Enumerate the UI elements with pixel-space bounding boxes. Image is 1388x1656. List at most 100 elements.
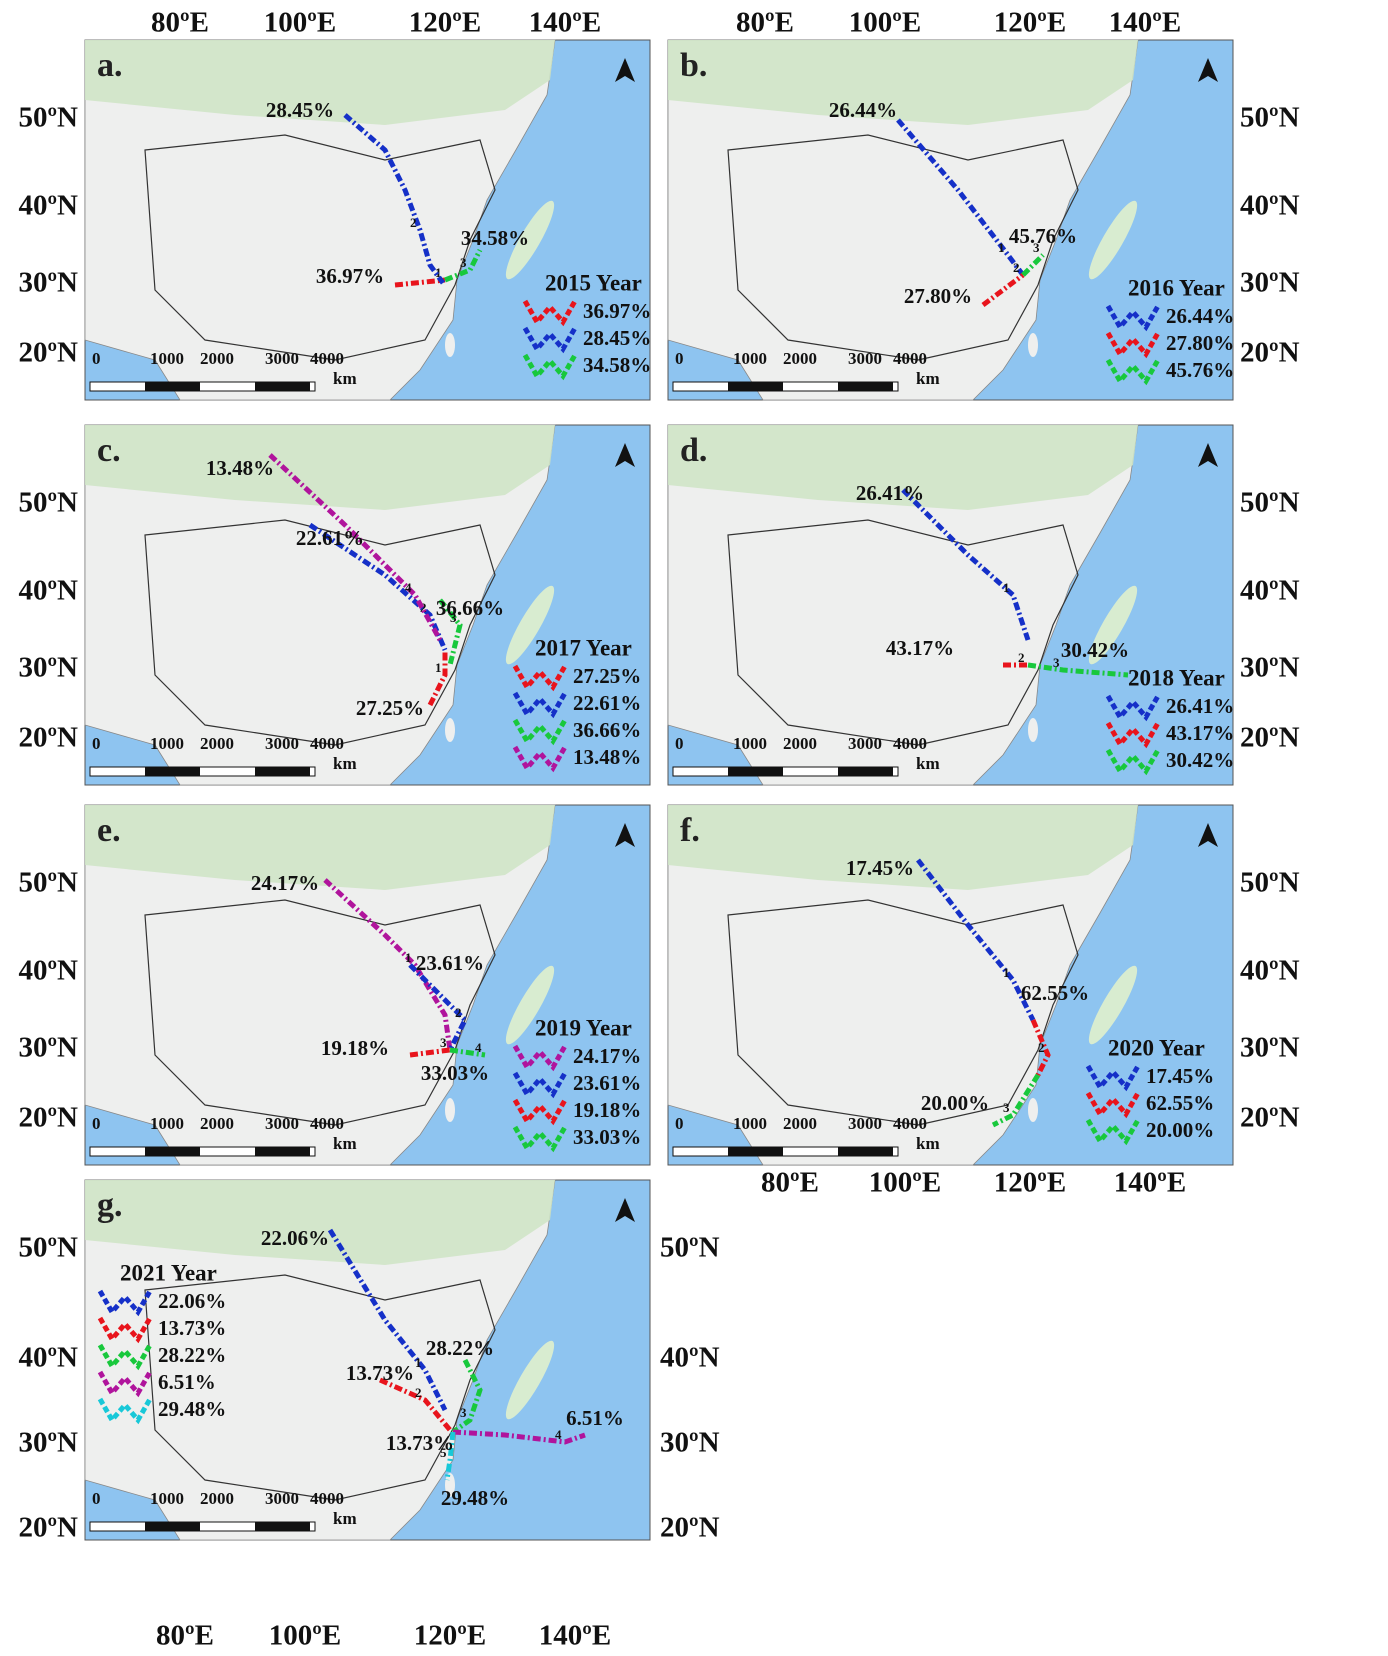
route-share: 36.66% xyxy=(436,596,504,620)
longitude-label: 80ºE xyxy=(156,1620,214,1652)
scale-label: 2000 xyxy=(200,1489,234,1508)
route-share: 13.48% xyxy=(206,456,274,480)
latitude-label: 20ºN xyxy=(660,1512,720,1544)
latitude-label: 30ºN xyxy=(18,652,78,684)
scale-label: 4000 xyxy=(310,1489,344,1508)
route-number: 4 xyxy=(555,1427,562,1442)
scale-label: 1000 xyxy=(150,349,184,368)
longitude-label: 100ºE xyxy=(269,1620,341,1652)
taiwan xyxy=(1028,1098,1038,1122)
latitude-label: 20ºN xyxy=(1240,1102,1300,1134)
map-panel: b.01000200030004000km12326.44%27.80%45.7… xyxy=(668,40,1234,400)
route-share: 36.97% xyxy=(316,264,384,288)
legend-label: 29.48% xyxy=(158,1397,226,1421)
latitude-label: 40ºN xyxy=(660,1342,720,1374)
route-share: 62.55% xyxy=(1021,981,1089,1005)
latitude-label: 20ºN xyxy=(18,1102,78,1134)
route-share: 29.48% xyxy=(441,1486,509,1510)
latitude-label: 50ºN xyxy=(18,487,78,519)
route-number: 4 xyxy=(405,580,412,595)
scale-bar-seg xyxy=(255,382,310,391)
route-share: 22.61% xyxy=(296,526,364,550)
latitude-label: 30ºN xyxy=(18,267,78,299)
scale-label: 4000 xyxy=(310,734,344,753)
latitude-label: 40ºN xyxy=(18,575,78,607)
latitude-label: 30ºN xyxy=(18,1427,78,1459)
legend-label: 23.61% xyxy=(573,1071,641,1095)
scale-bar-seg xyxy=(728,767,783,776)
scale-label: 2000 xyxy=(783,1114,817,1133)
scale-label: 4000 xyxy=(893,349,927,368)
legend-label: 27.80% xyxy=(1166,331,1234,355)
route-share: 23.61% xyxy=(416,951,484,975)
legend-label: 13.48% xyxy=(573,745,641,769)
legend-label: 43.17% xyxy=(1166,721,1234,745)
route-number: 2 xyxy=(1013,260,1020,275)
legend-label: 62.55% xyxy=(1146,1091,1214,1115)
longitude-label: 140ºE xyxy=(1109,7,1181,39)
latitude-label: 30ºN xyxy=(1240,652,1300,684)
route-share: 27.25% xyxy=(356,696,424,720)
latitude-label: 50ºN xyxy=(1240,102,1300,134)
route-share: 20.00% xyxy=(921,1091,989,1115)
route-share: 28.22% xyxy=(426,1336,494,1360)
longitude-label: 140ºE xyxy=(1114,1167,1186,1199)
scale-label: 4000 xyxy=(310,349,344,368)
scale-bar-seg xyxy=(728,382,783,391)
legend-label: 13.73% xyxy=(158,1316,226,1340)
legend-label: 34.58% xyxy=(583,353,651,377)
latitude-label: 30ºN xyxy=(1240,1032,1300,1064)
taiwan xyxy=(445,1098,455,1122)
scale-bar-seg xyxy=(255,767,310,776)
map-panel: a.01000200030004000km12328.45%36.97%34.5… xyxy=(85,40,651,400)
route-number: 2 xyxy=(455,1005,462,1020)
longitude-label: 120ºE xyxy=(994,7,1066,39)
scale-unit: km xyxy=(333,754,357,773)
legend-label: 20.00% xyxy=(1146,1118,1214,1142)
route-number: 3 xyxy=(460,255,467,270)
panel-letter: d. xyxy=(680,432,707,469)
latitude-label: 20ºN xyxy=(18,722,78,754)
longitude-label: 100ºE xyxy=(869,1167,941,1199)
route-number: 2 xyxy=(410,215,417,230)
legend-label: 24.17% xyxy=(573,1044,641,1068)
scale-bar-seg xyxy=(255,1147,310,1156)
route-share: 19.18% xyxy=(321,1036,389,1060)
panel-letter: b. xyxy=(680,47,707,84)
route-number: 1 xyxy=(405,950,412,965)
route-share: 45.76% xyxy=(1009,224,1077,248)
route-share: 13.73% xyxy=(386,1431,454,1455)
scale-label: 3000 xyxy=(848,734,882,753)
latitude-label: 20ºN xyxy=(18,1512,78,1544)
scale-bar-seg xyxy=(255,1522,310,1531)
figure: a.01000200030004000km12328.45%36.97%34.5… xyxy=(0,0,1388,1656)
latitude-label: 30ºN xyxy=(1240,267,1300,299)
scale-label: 1000 xyxy=(733,734,767,753)
legend-label: 26.44% xyxy=(1166,304,1234,328)
scale-bar-seg xyxy=(838,767,893,776)
latitude-label: 50ºN xyxy=(1240,867,1300,899)
latitude-label: 50ºN xyxy=(660,1232,720,1264)
scale-label: 1000 xyxy=(150,1114,184,1133)
legend-label: 26.41% xyxy=(1166,694,1234,718)
route-share: 24.17% xyxy=(251,871,319,895)
latitude-label: 40ºN xyxy=(1240,955,1300,987)
route-number: 3 xyxy=(1003,1100,1010,1115)
map-panel: e.01000200030004000km123424.17%23.61%19.… xyxy=(85,805,650,1165)
longitude-label: 120ºE xyxy=(414,1620,486,1652)
legend-label: 17.45% xyxy=(1146,1064,1214,1088)
longitude-label: 80ºE xyxy=(761,1167,819,1199)
scale-bar-seg xyxy=(145,1522,200,1531)
longitude-label: 140ºE xyxy=(539,1620,611,1652)
route-number: 2 xyxy=(415,1385,422,1400)
longitude-label: 140ºE xyxy=(529,7,601,39)
route-number: 1 xyxy=(998,240,1005,255)
latitude-label: 20ºN xyxy=(1240,722,1300,754)
panel-letter: g. xyxy=(97,1187,123,1224)
legend-label: 45.76% xyxy=(1166,358,1234,382)
longitude-label: 80ºE xyxy=(151,7,209,39)
scale-label: 3000 xyxy=(265,1114,299,1133)
longitude-label: 120ºE xyxy=(409,7,481,39)
scale-unit: km xyxy=(916,1134,940,1153)
route-number: 1 xyxy=(435,660,442,675)
